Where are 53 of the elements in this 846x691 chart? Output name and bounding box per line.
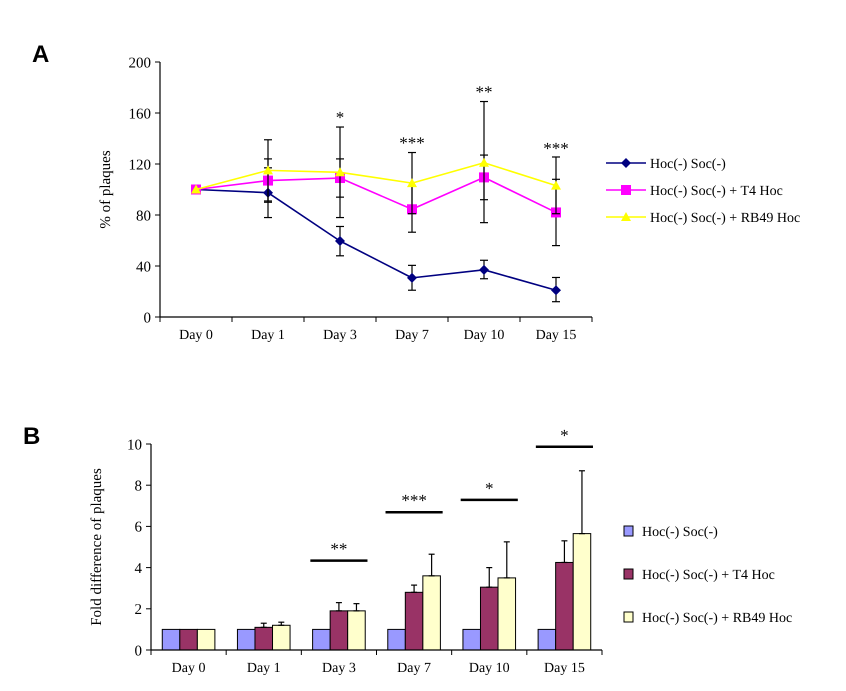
x-tick-label: Day 1: [251, 328, 285, 343]
chart-title: A: [32, 41, 50, 68]
chart-title: B: [23, 423, 40, 450]
legend-label: Hoc(-) Soc(-) + T4 Hoc: [642, 568, 775, 583]
y-tick-label: 0: [144, 310, 151, 326]
point: [407, 272, 417, 283]
point: [407, 178, 417, 188]
point: [479, 172, 489, 182]
y-axis-title: % of plaques: [98, 150, 114, 229]
legend-label: Hoc(-) Soc(-) + RB49 Hoc: [650, 210, 800, 226]
y-tick-label: 120: [128, 157, 151, 174]
x-tick-label: Day 15: [536, 328, 576, 343]
legend-label: Hoc(-) Soc(-): [650, 156, 726, 172]
x-tick-label: Day 3: [323, 328, 357, 343]
y-tick-label: 80: [136, 208, 151, 224]
x-tick-label: Day 7: [395, 328, 429, 343]
x-tick-label: Day 0: [172, 661, 206, 676]
annotation: **: [330, 540, 348, 559]
point: [335, 236, 345, 246]
annotation: ***: [399, 134, 425, 153]
y-tick-label: 4: [134, 560, 142, 577]
point: [479, 264, 489, 275]
y-tick-label: 6: [134, 520, 142, 536]
point: [263, 165, 273, 174]
annotation: ***: [401, 491, 427, 510]
annotation: *: [336, 108, 344, 128]
point: [335, 167, 345, 176]
point: [551, 285, 561, 296]
x-tick-label: Day 3: [322, 661, 356, 676]
legend-label: Hoc(-) Soc(-) + T4 Hoc: [650, 184, 783, 199]
annotation: *: [560, 426, 569, 445]
annotation: **: [476, 82, 492, 102]
x-tick-label: Day 0: [179, 328, 213, 343]
x-tick-label: Day 1: [246, 661, 281, 676]
point: [479, 158, 489, 167]
x-tick-label: Day 7: [397, 661, 431, 676]
y-axis-title: Fold difference of plaques: [89, 468, 105, 626]
annotation: *: [485, 478, 494, 498]
y-tick-label: 200: [128, 55, 151, 72]
annotation: ***: [543, 138, 569, 158]
point: [551, 180, 561, 190]
y-tick-label: 2: [134, 602, 142, 618]
y-tick-label: 160: [128, 106, 151, 122]
legend-label: Hoc(-) Soc(-) + RB49 Hoc: [642, 610, 792, 626]
y-tick-label: 10: [127, 437, 142, 454]
x-tick-label: Day 15: [544, 661, 585, 676]
y-tick-label: 8: [134, 478, 142, 494]
y-tick-label: 40: [136, 259, 151, 276]
point: [263, 176, 273, 186]
legend-label: Hoc(-) Soc(-): [642, 524, 718, 540]
x-tick-label: Day 10: [468, 661, 510, 676]
y-tick-label: 0: [134, 643, 142, 660]
x-tick-label: Day 10: [464, 328, 504, 343]
